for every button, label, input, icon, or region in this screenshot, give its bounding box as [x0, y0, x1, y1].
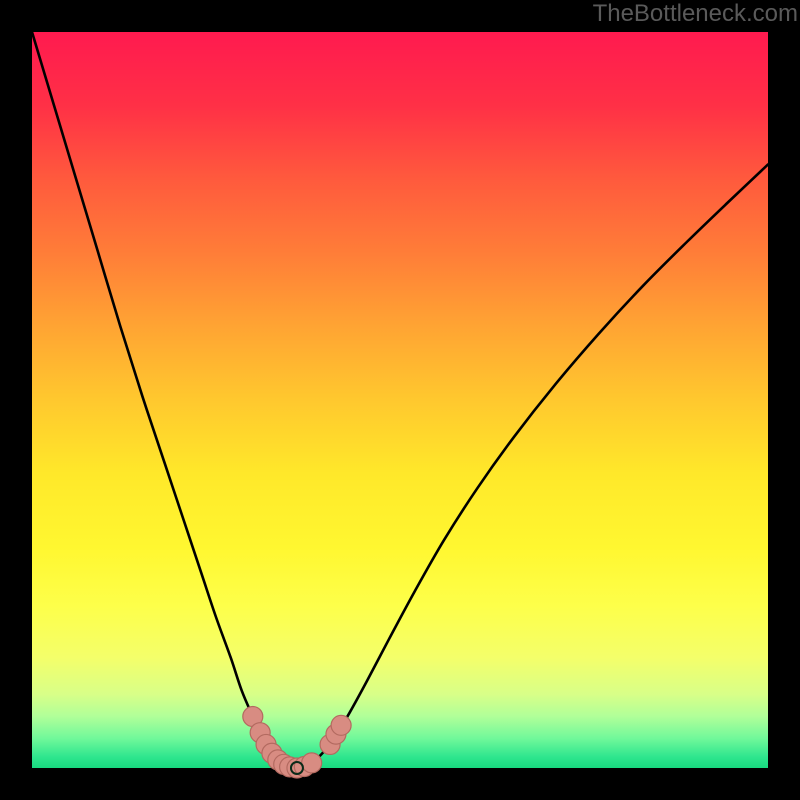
chart-canvas: TheBottleneck.com	[0, 0, 800, 800]
bottleneck-curve-plot	[0, 0, 800, 800]
trough-marker	[331, 715, 351, 735]
trough-marker	[302, 753, 322, 773]
watermark-text: TheBottleneck.com	[593, 0, 798, 28]
